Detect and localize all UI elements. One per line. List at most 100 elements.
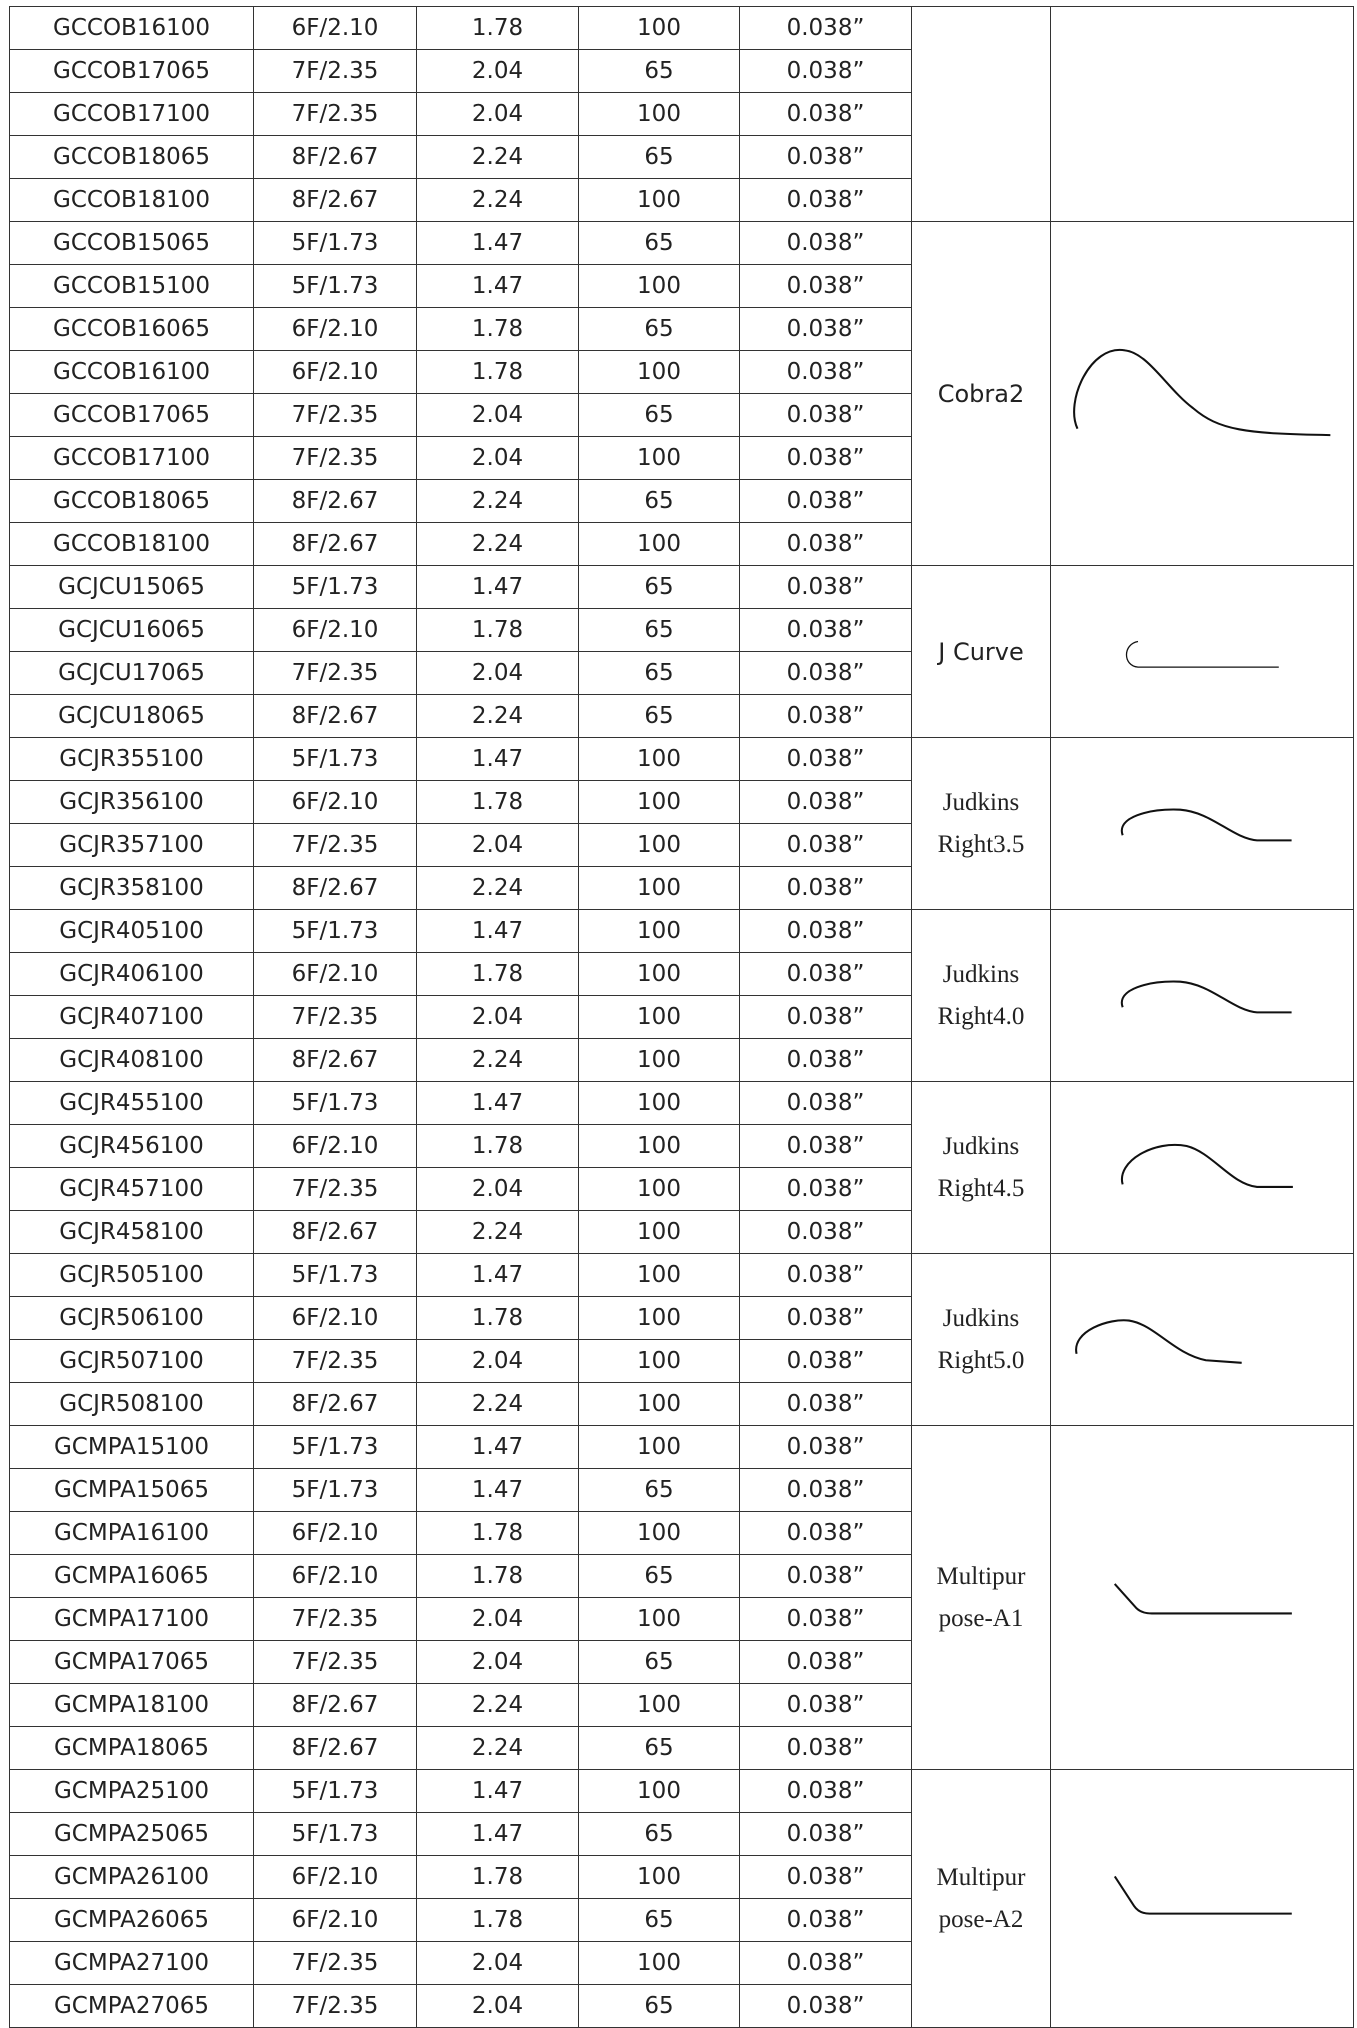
cell: 100 [578,522,740,566]
cell: 0.038” [739,6,912,50]
cell: 2.04 [416,1597,579,1641]
cell: 2.04 [416,1640,579,1684]
cell: GCCOB16065 [9,307,254,351]
curve-path [1120,1143,1293,1188]
cell: GCMPA25065 [9,1812,254,1856]
cell: GCJCU18065 [9,694,254,738]
cell: 2.24 [416,1210,579,1254]
cell: 0.038” [739,221,912,265]
cell: 7F/2.35 [253,49,417,93]
cell: 7F/2.35 [253,436,417,480]
table-row: GCMPA26100 6F/2.10 1.78 100 0.038” [9,1855,1354,1899]
cell: 0.038” [739,1941,912,1985]
cell: 2.24 [416,866,579,910]
cell: 65 [578,1812,740,1856]
cell: GCMPA16065 [9,1554,254,1598]
shape-picture [1050,6,1354,222]
cell: 7F/2.35 [253,1167,417,1211]
catheter-curve [1125,640,1279,668]
cell: 65 [578,1898,740,1942]
cell: 1.47 [416,565,579,609]
shape-name: Judkins Right4.5 [911,1081,1051,1254]
cell: 7F/2.35 [253,1984,417,2028]
table-row: GCJR457100 7F/2.35 2.04 100 0.038” [9,1167,1354,1211]
cell: 5F/1.73 [253,909,417,953]
cell: 100 [578,6,740,50]
name-line: Judkins [942,960,1020,988]
table-row: GCJR455100 5F/1.73 1.47 100 0.038” Judkins Rig… [9,1081,1354,1254]
cell: 1.78 [416,1296,579,1340]
catheter-table: GCCOB16100 6F/2.10 1.78 100 0.038” GCCOB17065… [9,6,1354,2028]
cell: GCJR456100 [9,1124,254,1168]
shape-picture [1050,909,1354,1082]
cell: 100 [578,1210,740,1254]
cell: 6F/2.10 [253,1898,417,1942]
cell: GCCOB16100 [9,6,254,50]
cell: 2.04 [416,651,579,695]
cell: GCCOB17065 [9,49,254,93]
cell: GCMPA25100 [9,1769,254,1813]
cell: GCJR406100 [9,952,254,996]
cell: GCCOB18065 [9,479,254,523]
table-row: GCCOB18100 8F/2.67 2.24 100 0.038” [9,178,1354,222]
table-row: GCJR506100 6F/2.10 1.78 100 0.038” [9,1296,1354,1340]
cell: GCCOB18065 [9,135,254,179]
table-row: GCJR408100 8F/2.67 2.24 100 0.038” [9,1038,1354,1082]
curve-path [1075,1319,1242,1364]
table-row: GCJCU17065 7F/2.35 2.04 65 0.038” [9,651,1354,695]
catheter-curve [1073,349,1331,437]
cell: 100 [578,350,740,394]
cell: 65 [578,694,740,738]
cell: GCJR357100 [9,823,254,867]
name-line: pose-A1 [938,1604,1024,1632]
shape-picture [1050,1769,1354,2028]
table-row: GCMPA27100 7F/2.35 2.04 100 0.038” [9,1941,1354,1985]
cell: 7F/2.35 [253,393,417,437]
cell: 0.038” [739,1081,912,1125]
cell: 6F/2.10 [253,6,417,50]
table-row: GCCOB18100 8F/2.67 2.24 100 0.038” [9,522,1354,566]
cell: 1.47 [416,1425,579,1469]
cell: 0.038” [739,1296,912,1340]
table-row: GCJR358100 8F/2.67 2.24 100 0.038” [9,866,1354,910]
cell: 2.04 [416,436,579,480]
cell: 0.038” [739,565,912,609]
cell: 1.78 [416,1554,579,1598]
cell: 2.24 [416,694,579,738]
cell: 65 [578,49,740,93]
cell: GCMPA17100 [9,1597,254,1641]
cell: 65 [578,307,740,351]
catheter-curve [1075,1319,1242,1364]
cell: GCMPA15065 [9,1468,254,1512]
table-row: GCMPA25100 5F/1.73 1.47 100 0.038” Multipur po… [9,1769,1354,2028]
cell: 0.038” [739,1425,912,1469]
shape-picture [1050,737,1354,910]
table-row: GCCOB17100 7F/2.35 2.04 100 0.038” [9,436,1354,480]
table-row: GCJR507100 7F/2.35 2.04 100 0.038” [9,1339,1354,1383]
cell: 65 [578,565,740,609]
cell: 100 [578,909,740,953]
name-line: Right4.5 [937,1174,1025,1202]
table-row: GCCOB18065 8F/2.67 2.24 65 0.038” [9,135,1354,179]
table-row: GCMPA16100 6F/2.10 1.78 100 0.038” [9,1511,1354,1555]
table-row: GCJR406100 6F/2.10 1.78 100 0.038” [9,952,1354,996]
cell: 100 [578,780,740,824]
cell: 100 [578,1769,740,1813]
cell: 5F/1.73 [253,1812,417,1856]
cell: 5F/1.73 [253,1425,417,1469]
shape-name: Judkins Right4.0 [911,909,1051,1082]
shape-picture [1050,565,1354,738]
cell: GCJR355100 [9,737,254,781]
cell: GCJR407100 [9,995,254,1039]
cell: 1.78 [416,780,579,824]
cell: GCMPA15100 [9,1425,254,1469]
cell: 0.038” [739,436,912,480]
cell: 0.038” [739,651,912,695]
name-line: Judkins [942,1132,1020,1160]
cell: 0.038” [739,737,912,781]
cell: 0.038” [739,866,912,910]
shape-picture [1050,1425,1354,1770]
shape-name: Judkins Right3.5 [911,737,1051,910]
cell: GCJR405100 [9,909,254,953]
cell: 100 [578,436,740,480]
